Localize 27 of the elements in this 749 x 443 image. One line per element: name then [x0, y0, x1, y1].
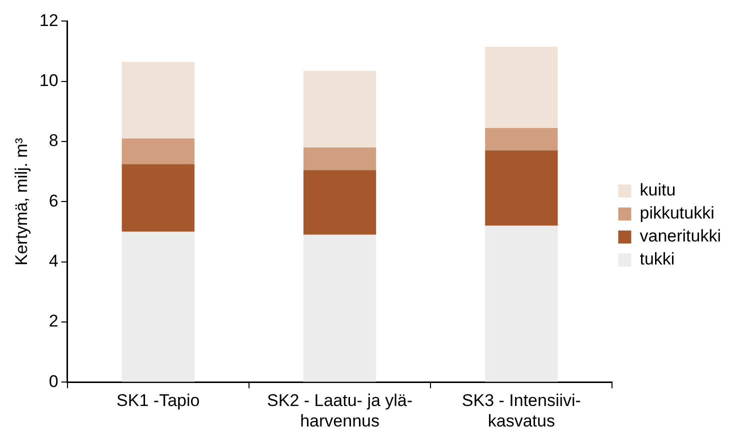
y-tick-label: 6 — [48, 191, 58, 210]
bar — [485, 46, 558, 128]
x-tick-label: SK1 -Tapio — [116, 391, 200, 410]
y-tick-label: 4 — [48, 252, 58, 271]
legend-label: kuitu — [640, 180, 676, 200]
y-tick-label: 8 — [48, 131, 58, 150]
x-tick-label: SK2 - Laatu- ja ylä- harvennus — [267, 391, 413, 430]
legend-label: tukki — [640, 250, 675, 269]
y-axis-title: Kertymä, milj. m³ — [12, 138, 31, 266]
y-tick-label: 10 — [39, 71, 58, 90]
bar — [122, 164, 194, 232]
y-tick-label: 2 — [48, 312, 58, 331]
bar — [122, 138, 194, 164]
x-tick-label: SK3 - Intensiivi- kasvatus — [462, 391, 581, 430]
bar — [122, 232, 194, 382]
bar — [303, 234, 376, 382]
bar — [303, 148, 376, 170]
y-tick-label: 0 — [48, 372, 58, 391]
bar — [303, 170, 376, 235]
bar — [485, 226, 558, 382]
legend-label: vaneritukki — [640, 226, 722, 246]
bar — [485, 128, 558, 151]
legend-label: pikkutukki — [640, 204, 714, 223]
bar — [485, 150, 558, 226]
y-tick-label: 12 — [39, 10, 58, 30]
bar — [122, 62, 194, 139]
bar — [303, 70, 376, 148]
